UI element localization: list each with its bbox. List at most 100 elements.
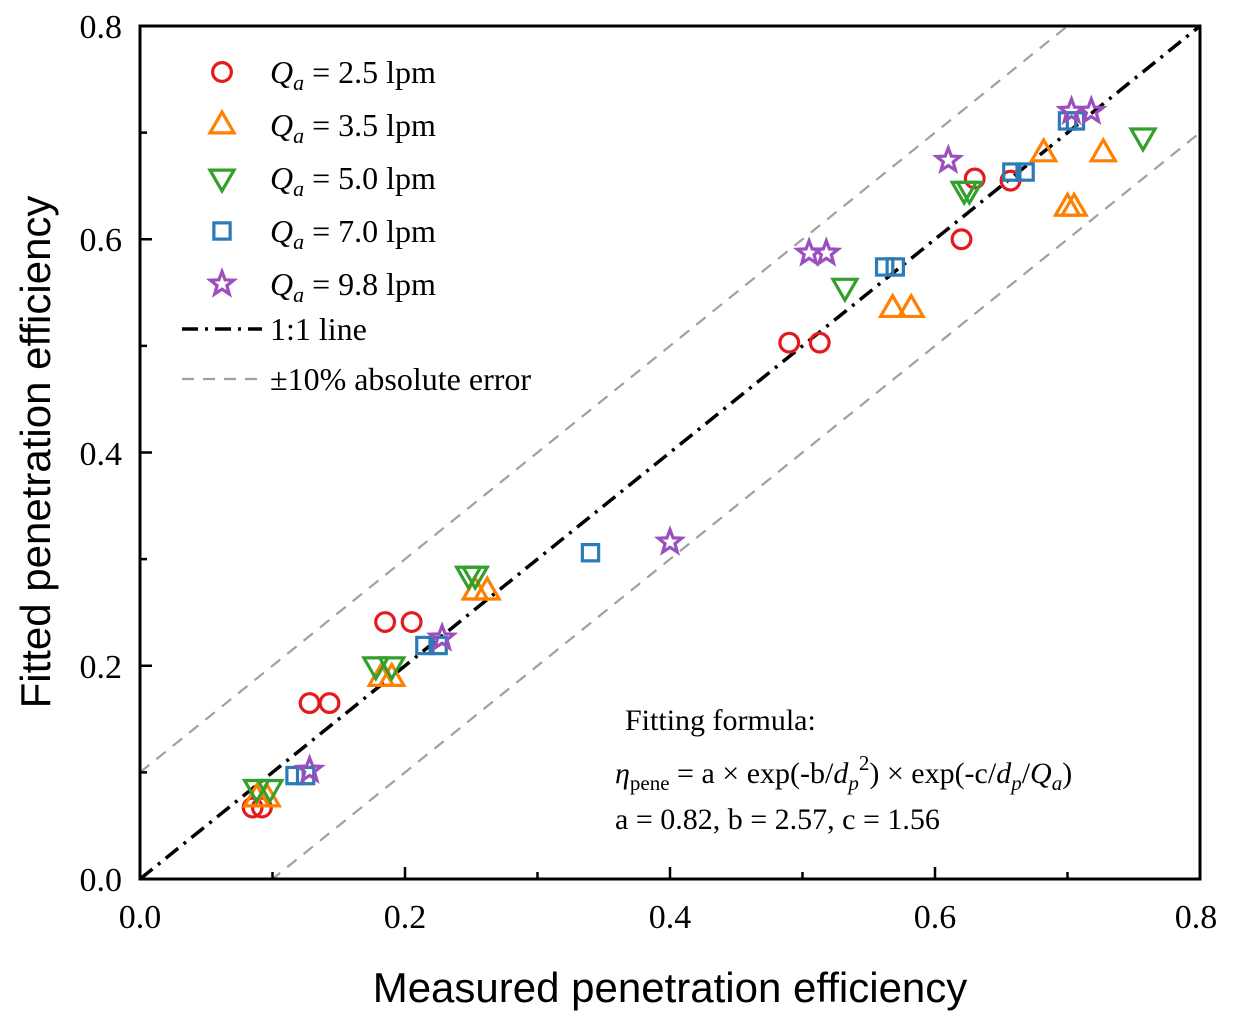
legend-label: Qa = 2.5 lpm: [270, 54, 436, 95]
data-point: [293, 753, 326, 784]
data-point: [808, 331, 831, 354]
legend-sub: a: [293, 282, 304, 307]
data-point: [1128, 127, 1158, 153]
formula-eta: η: [615, 757, 630, 790]
data-point: [415, 635, 435, 656]
series-1: [241, 167, 1022, 819]
legend-symbol: [205, 267, 239, 298]
data-point: [896, 292, 926, 319]
y-tick-label: 0.8: [80, 9, 123, 46]
data-point: [255, 778, 285, 805]
data-point: [874, 257, 895, 277]
y-axis-label: Fitted penetration efficiency: [12, 196, 59, 709]
formula-part2: ) × exp(-c/: [869, 757, 997, 790]
error-band-line: [270, 131, 1200, 879]
data-point: [1088, 136, 1119, 163]
legend-item: Qa = 9.8 lpm: [205, 266, 436, 307]
legend-label: Qa = 5.0 lpm: [270, 160, 436, 201]
data-point: [460, 565, 491, 592]
legend-symbol: [211, 61, 233, 83]
legend-rest: = 7.0 lpm: [304, 213, 436, 249]
formula-part4: ): [1062, 757, 1072, 790]
data-point: [778, 331, 801, 354]
data-point: [954, 180, 985, 207]
legend-symbol: [212, 221, 232, 241]
one-to-one-line: [140, 26, 1200, 879]
legend-item: Qa = 5.0 lpm: [207, 160, 436, 201]
legend-label: Qa = 7.0 lpm: [270, 213, 436, 254]
legend-var: Q: [270, 54, 293, 90]
legend-sub: a: [293, 70, 304, 95]
data-point: [653, 525, 687, 556]
data-point: [1015, 162, 1035, 182]
legend-rest: = 3.5 lpm: [304, 107, 436, 143]
data-point: [376, 661, 407, 687]
formula-dp: d: [996, 757, 1012, 790]
formula-dp-sub: p: [1009, 771, 1022, 795]
legend-var: Q: [270, 266, 293, 302]
axis-ticks: [138, 24, 1202, 881]
data-points: [241, 94, 1158, 819]
legend-symbol: [207, 168, 237, 195]
legend-sub: a: [293, 123, 304, 148]
legend-rest: = 5.0 lpm: [304, 160, 436, 196]
formula-dp-sub: p: [846, 771, 859, 795]
y-tick-label: 0.4: [80, 436, 123, 473]
legend-item: Qa = 3.5 lpm: [207, 107, 436, 148]
legend-label: 1:1 line: [270, 311, 367, 347]
legend-var: Q: [270, 160, 293, 196]
legend-var: Q: [270, 107, 293, 143]
legend-symbol: [207, 108, 237, 135]
data-point: [830, 277, 860, 304]
data-point: [1028, 136, 1059, 163]
data-point: [376, 656, 407, 682]
legend-label: Qa = 9.8 lpm: [270, 266, 436, 307]
legend-rest: = 2.5 lpm: [304, 54, 436, 90]
legend-sub: a: [293, 176, 304, 201]
fitting-annotation: Fitting formula: ηpene = a × exp(-b/dp2)…: [615, 704, 1072, 836]
annotation-formula: ηpene = a × exp(-b/dp2) × exp(-c/dp/Qa): [615, 751, 1072, 795]
formula-q-sub: a: [1052, 771, 1063, 795]
data-point: [1075, 94, 1108, 126]
y-tick-label: 0.2: [80, 649, 123, 686]
legend-item: Qa = 2.5 lpm: [211, 54, 436, 95]
error-band-line: [140, 26, 1070, 774]
data-point: [885, 257, 905, 277]
data-point: [877, 292, 908, 319]
formula-q: Q: [1030, 757, 1052, 790]
legend-rest: = 9.8 lpm: [304, 266, 436, 302]
annotation-title: Fitting formula:: [625, 704, 816, 737]
series-3: [241, 127, 1158, 805]
data-point: [241, 796, 264, 819]
x-tick-label: 0.2: [384, 899, 427, 936]
data-point: [1002, 162, 1022, 182]
series-5: [293, 94, 1108, 784]
legend-item: 1:1 line: [182, 311, 367, 347]
formula-eta-sub: pene: [630, 771, 670, 795]
data-point: [950, 228, 973, 251]
x-tick-label: 0.0: [119, 899, 162, 936]
data-point: [400, 611, 423, 633]
data-point: [1059, 191, 1089, 217]
legend-label: ±10% absolute error: [270, 361, 531, 397]
data-point: [472, 575, 502, 601]
data-point: [932, 143, 965, 175]
data-point: [250, 796, 273, 819]
formula-part1: = a × exp(-b/: [670, 757, 834, 790]
data-point: [361, 656, 391, 682]
data-point: [1055, 94, 1088, 126]
annotation-params: a = 0.82, b = 2.57, c = 1.56: [615, 803, 940, 836]
data-point: [318, 692, 341, 715]
formula-dp: d: [833, 757, 849, 790]
formula-part3: /: [1022, 757, 1031, 790]
legend-item: Qa = 7.0 lpm: [212, 213, 436, 254]
y-tick-label: 0.6: [80, 222, 123, 259]
legend-item: ±10% absolute error: [182, 361, 531, 397]
legend-var: Q: [270, 213, 293, 249]
x-tick-label: 0.8: [1175, 899, 1218, 936]
y-tick-label: 0.0: [80, 862, 123, 899]
data-point: [810, 236, 843, 267]
x-axis-label: Measured penetration efficiency: [373, 964, 968, 1011]
